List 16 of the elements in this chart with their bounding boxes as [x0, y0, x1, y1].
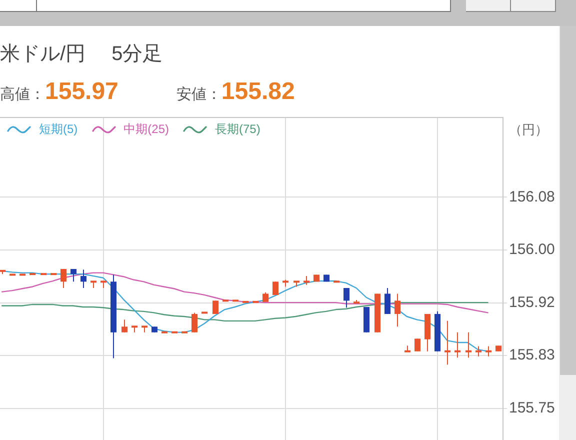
- y-axis-title: （円）: [509, 122, 548, 138]
- y-tick-label: 155.75: [509, 399, 555, 416]
- text: 安値：155.82: [176, 78, 295, 105]
- y-tick-label: 155.83: [509, 346, 555, 364]
- y-tick-label: 156.00: [509, 241, 555, 258]
- legend-label: 短期(5): [39, 122, 78, 137]
- candlestick: [466, 332, 472, 358]
- chart-title: 米ドル/円: [0, 43, 86, 65]
- y-tick-label: 155.92: [509, 294, 555, 311]
- candlestick: [454, 332, 460, 358]
- legend-label: 長期(75): [215, 122, 260, 137]
- text: 高値：155.97: [0, 78, 118, 105]
- chart-subtitle: 5分足: [112, 43, 163, 65]
- y-tick-label: 156.08: [509, 188, 555, 206]
- candlestick: [444, 320, 450, 365]
- legend-label: 中期(25): [124, 122, 170, 137]
